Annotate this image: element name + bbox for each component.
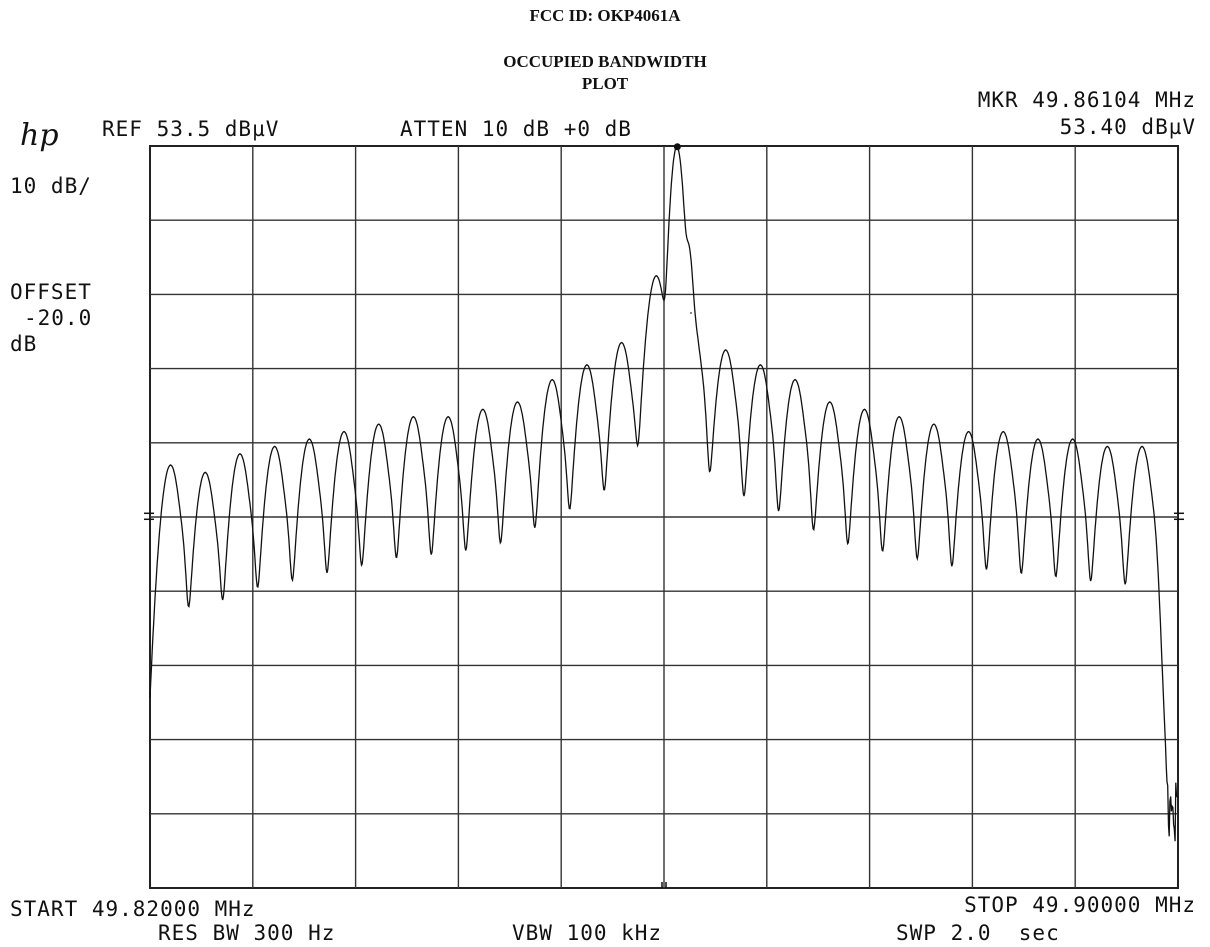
trace-peak-point bbox=[1106, 445, 1109, 448]
trace-peak-point bbox=[239, 453, 241, 455]
trace-peak-point bbox=[482, 408, 484, 411]
trace-peak-point bbox=[620, 341, 623, 344]
trace-peak-point bbox=[586, 364, 588, 366]
ref-level: REF 53.5 dBµV bbox=[102, 117, 280, 141]
trace-peak-point bbox=[933, 423, 935, 426]
attenuation: ATTEN 10 dB +0 dB bbox=[400, 117, 632, 141]
marker-level: 53.40 dBµV bbox=[1059, 115, 1196, 139]
trace-peak-point bbox=[690, 312, 692, 314]
resolution-bandwidth: RES BW 300 Hz bbox=[158, 921, 336, 945]
trace-peak-point bbox=[273, 445, 276, 448]
trace-peak-point bbox=[377, 423, 380, 426]
trace-peak-point bbox=[863, 408, 866, 411]
trace-peak-point bbox=[412, 416, 415, 418]
trace-peak-point bbox=[551, 378, 554, 381]
hp-logo: hp bbox=[20, 118, 59, 153]
plot-title-line2: PLOT bbox=[581, 74, 629, 93]
trace-peak-point bbox=[759, 364, 762, 366]
trace-peak-point bbox=[169, 464, 172, 466]
marker-point bbox=[673, 143, 681, 151]
trace-peak-point bbox=[724, 349, 727, 351]
marker-frequency: MKR 49.86104 MHz bbox=[977, 88, 1196, 112]
plot-marks bbox=[144, 143, 1184, 888]
trace-peak-point bbox=[828, 401, 831, 403]
offset-label: OFFSET bbox=[10, 280, 92, 304]
start-frequency: START 49.82000 MHz bbox=[10, 897, 256, 921]
trace-peak-point bbox=[1071, 438, 1074, 440]
trace-peak-point bbox=[308, 438, 311, 440]
trace-peak-point bbox=[204, 471, 207, 474]
trace-peak-point bbox=[898, 416, 900, 418]
spectrum-trace bbox=[149, 146, 1179, 842]
trace-peak-point bbox=[447, 416, 449, 418]
video-bandwidth: VBW 100 kHz bbox=[512, 921, 663, 945]
trace-peak-point bbox=[516, 401, 519, 403]
trace-peak-point bbox=[343, 430, 345, 433]
stop-frequency: STOP 49.90000 MHz bbox=[964, 893, 1196, 917]
fcc-id: FCC ID: OKP4061A bbox=[529, 6, 681, 25]
trace-peak-point bbox=[1037, 438, 1039, 440]
plot-grid bbox=[149, 145, 1179, 889]
sweep-time: SWP 2.0 sec bbox=[896, 921, 1060, 945]
trace-peak-point bbox=[1141, 445, 1143, 448]
trace-peak-point bbox=[655, 275, 658, 277]
trace-peak-point bbox=[794, 378, 796, 381]
offset-unit: dB bbox=[10, 332, 38, 356]
plot-title-line1: OCCUPIED BANDWIDTH bbox=[503, 52, 707, 71]
spectrum-trace-group bbox=[149, 146, 1179, 842]
trace-peak-point bbox=[1002, 430, 1005, 433]
scale-per-division: 10 dB/ bbox=[10, 174, 92, 198]
trace-peak-point bbox=[967, 430, 970, 433]
offset-value: -20.0 bbox=[24, 306, 93, 330]
